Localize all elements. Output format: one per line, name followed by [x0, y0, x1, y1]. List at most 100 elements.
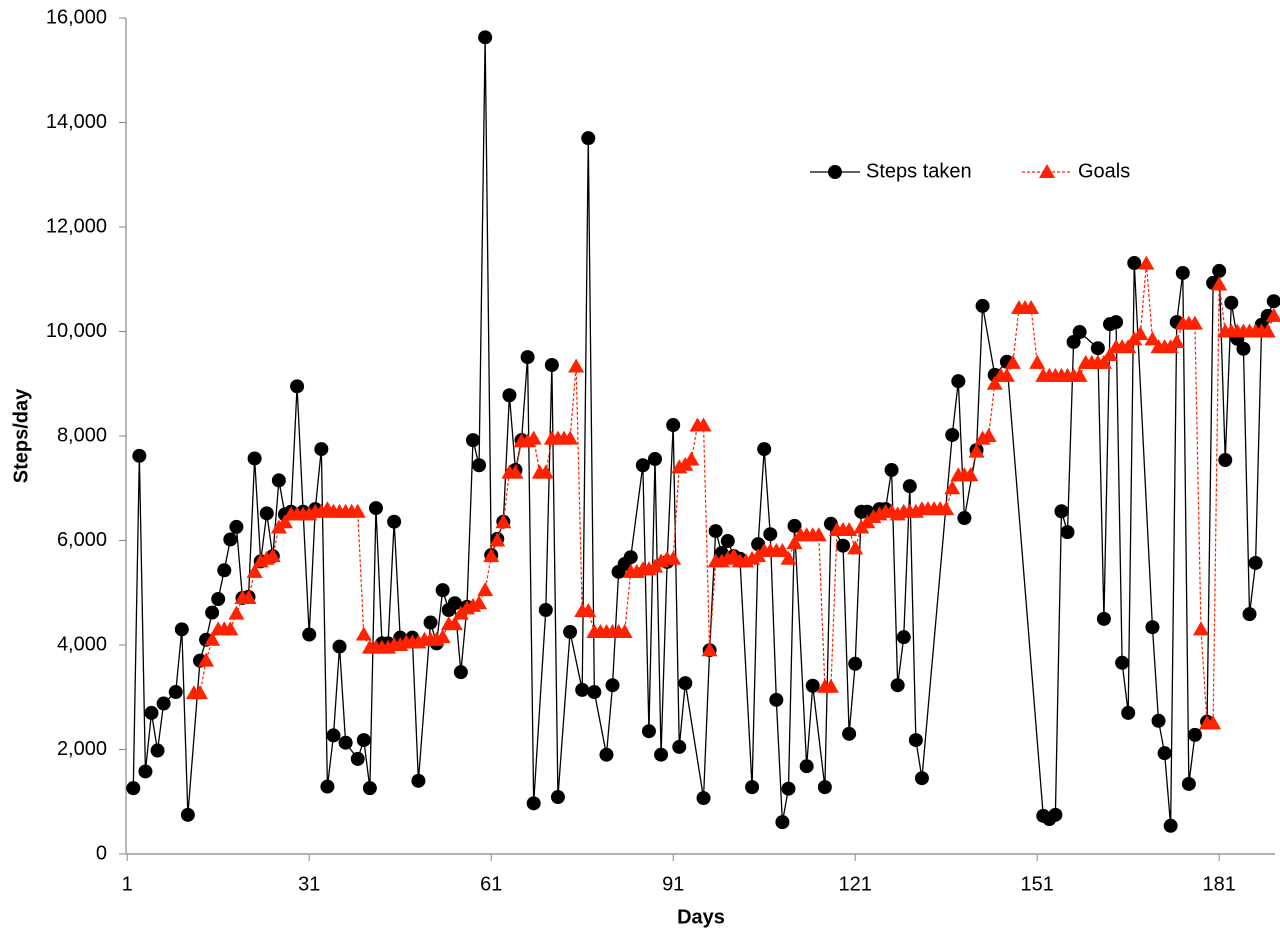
data-point — [338, 735, 353, 750]
y-tick-label: 12,000 — [46, 215, 107, 237]
data-point — [1205, 715, 1222, 730]
data-point — [908, 733, 923, 748]
data-point — [447, 596, 462, 611]
data-point — [786, 535, 803, 550]
data-point — [896, 630, 911, 645]
data-point — [780, 550, 797, 565]
data-point — [951, 374, 966, 389]
data-point — [1109, 315, 1124, 330]
data-point — [229, 519, 244, 534]
data-point — [701, 642, 718, 657]
data-point — [563, 624, 578, 639]
data-point — [847, 540, 864, 555]
data-point — [483, 548, 500, 563]
data-point — [1211, 276, 1228, 291]
data-point — [264, 548, 281, 563]
data-point — [538, 602, 553, 617]
data-point — [368, 501, 383, 516]
data-point — [775, 815, 790, 830]
data-point — [810, 527, 827, 542]
data-point — [362, 781, 377, 796]
data-point — [453, 665, 468, 680]
data-point — [1072, 325, 1087, 340]
data-point — [314, 442, 329, 457]
data-point — [757, 442, 772, 457]
data-point — [326, 728, 341, 743]
data-point — [799, 759, 814, 774]
data-point — [763, 527, 778, 542]
data-point — [276, 514, 293, 529]
data-point — [180, 807, 195, 822]
data-point — [320, 779, 335, 794]
data-point — [246, 563, 263, 578]
data-point — [1071, 367, 1088, 382]
series-line — [132, 37, 1275, 826]
data-point — [349, 503, 366, 518]
y-tick-label: 16,000 — [46, 6, 107, 28]
data-point — [150, 743, 165, 758]
data-point — [1029, 354, 1046, 369]
data-point — [192, 685, 209, 700]
data-point — [168, 685, 183, 700]
legend-label: Goals — [1078, 160, 1130, 182]
data-point — [204, 631, 221, 646]
data-point — [537, 464, 554, 479]
x-tick-label: 151 — [1021, 873, 1054, 895]
data-point — [240, 589, 257, 604]
data-point — [1163, 818, 1178, 833]
data-point — [616, 623, 633, 638]
x-tick-label: 181 — [1203, 873, 1236, 895]
data-point — [466, 433, 481, 448]
data-point — [1168, 333, 1185, 348]
data-point — [1224, 295, 1239, 310]
data-point — [902, 479, 917, 494]
data-point — [980, 428, 997, 442]
data-point — [138, 764, 153, 779]
y-tick-label: 6,000 — [57, 529, 107, 551]
data-point — [477, 582, 494, 597]
data-point — [1095, 354, 1112, 369]
y-tick-label: 8,000 — [57, 424, 107, 446]
x-tick-label: 1 — [122, 873, 133, 895]
data-point — [525, 430, 542, 445]
data-point — [1175, 265, 1190, 280]
data-point — [968, 443, 985, 458]
data-point — [350, 751, 365, 766]
data-point — [581, 131, 596, 146]
data-point — [223, 532, 238, 547]
y-axis-label: Steps/day — [10, 388, 32, 483]
data-point — [423, 615, 438, 630]
data-point — [156, 696, 171, 711]
data-point — [126, 781, 141, 796]
data-point — [1121, 705, 1136, 720]
data-point — [228, 605, 245, 620]
data-point — [411, 773, 426, 788]
data-point — [205, 605, 220, 620]
y-tick-label: 14,000 — [46, 111, 107, 133]
data-point — [1023, 299, 1040, 314]
data-point — [695, 417, 712, 432]
data-point — [1120, 339, 1137, 354]
data-point — [848, 656, 863, 671]
series-line — [193, 263, 1275, 724]
data-point — [986, 375, 1003, 390]
data-point — [683, 451, 700, 466]
data-point — [648, 451, 663, 466]
data-point — [944, 480, 961, 495]
data-point — [507, 464, 524, 479]
data-point — [489, 532, 506, 547]
data-point — [271, 473, 286, 488]
data-point — [332, 639, 347, 654]
data-point — [1127, 256, 1142, 271]
data-point — [550, 790, 565, 805]
data-point — [1115, 655, 1130, 670]
data-point — [198, 652, 215, 667]
data-point — [623, 550, 638, 565]
data-point — [562, 430, 579, 445]
data-point — [472, 458, 487, 473]
data-point — [665, 550, 682, 565]
data-point — [1054, 504, 1069, 519]
data-point — [914, 771, 929, 786]
data-point — [217, 563, 232, 578]
